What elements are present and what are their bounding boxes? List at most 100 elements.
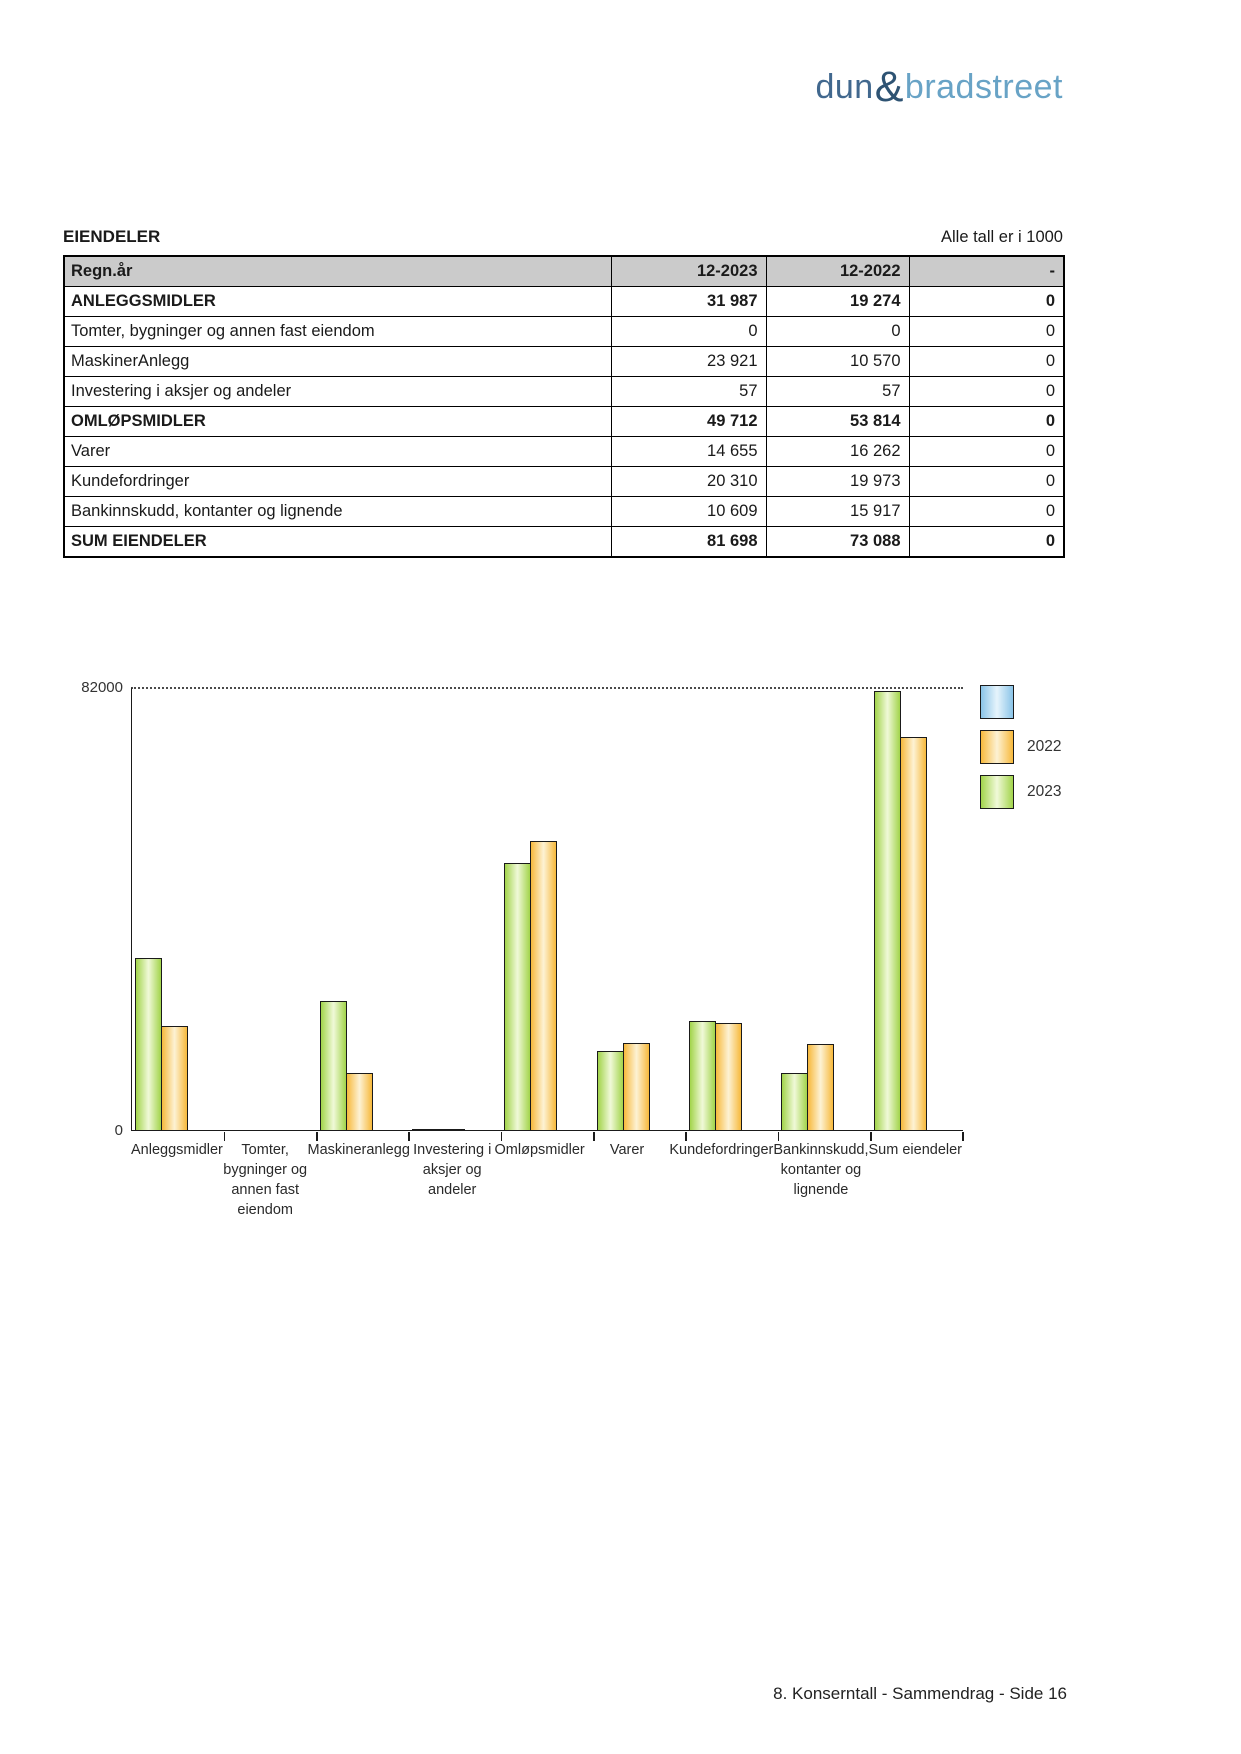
row-value-cell: 73 088 (765, 526, 910, 558)
table-row: Tomter, bygninger og annen fast eiendom 0… (63, 316, 1065, 347)
table-row: Bankinnskudd, kontanter og lignende 10 60… (63, 496, 1065, 527)
row-value-cell: 0 (908, 376, 1065, 407)
row-value-cell: 10 609 (610, 496, 767, 527)
x-axis-tick (223, 1132, 226, 1141)
category-cell-anleggsmidler (132, 689, 226, 1141)
row-value-cell: 0 (908, 316, 1065, 347)
row-value-cell: 0 (908, 526, 1065, 558)
plot-cells (132, 689, 964, 1141)
category-cell-investering-i-aksjer-og-andeler (409, 689, 503, 1141)
assets-table-body: ANLEGGSMIDLER 31 987 19 274 0 Tomter, bygnin… (63, 286, 1065, 558)
units-note: Alle tall er i 1000 (941, 228, 1063, 246)
row-value-cell: 0 (908, 286, 1065, 317)
assets-table: Regn.år 12-2023 12-2022 - ANLEGGSMIDLER 3… (63, 255, 1065, 558)
category-cell-sum-eiendeler (871, 689, 964, 1141)
x-axis-tick (408, 1132, 410, 1141)
table-row: OMLØPSMIDLER 49 712 53 814 0 (63, 406, 1065, 437)
legend-swatch-icon (980, 775, 1014, 809)
bar-2023-investering-i-aksjer-og-andeler (411, 1129, 439, 1130)
x-axis-label-sum-eiendeler: Sum eiendeler (868, 1142, 963, 1158)
row-value-cell: 15 917 (765, 496, 910, 527)
col-header-2023: 12-2023 (610, 255, 767, 287)
row-value-cell: 53 814 (765, 406, 910, 437)
x-axis-label-kundefordringer: Kundefordringer (669, 1142, 774, 1158)
row-value-cell: 0 (908, 406, 1065, 437)
row-value-cell: 81 698 (610, 526, 767, 558)
category-cell-kundefordringer (686, 689, 780, 1141)
x-axis-label-investering-i-aksjer-og-andeler: Investering i aksjer og andeler (413, 1142, 492, 1198)
row-value-cell: 0 (610, 316, 767, 347)
row-value-cell: 0 (908, 466, 1065, 497)
bar-2022-varer (622, 1043, 650, 1130)
row-value-cell: 0 (908, 496, 1065, 527)
x-axis-tick (962, 1132, 964, 1141)
row-value-cell: 10 570 (765, 346, 910, 377)
legend-swatch-icon (980, 685, 1014, 719)
page-title: EIENDELER (63, 227, 161, 246)
plot-area: 82000 0 2022 2023 (81, 679, 1061, 1141)
logo-text-bradstreet: bradstreet (904, 68, 1063, 106)
x-axis-tick (500, 1132, 503, 1141)
bar-2022-investering-i-aksjer-og-andeler (437, 1129, 465, 1130)
bar-2022-anleggsmidler (161, 1026, 188, 1130)
col-header-2022: 12-2022 (765, 255, 910, 287)
table-row: MaskinerAnlegg 23 921 10 570 0 (63, 346, 1065, 377)
row-value-cell: 57 (765, 376, 910, 407)
legend-item-unlabeled (980, 685, 1069, 719)
row-value-cell: 0 (908, 436, 1065, 467)
bar-2023-kundefordringer (688, 1021, 716, 1130)
x-axis-tick (593, 1132, 595, 1141)
assets-section: EIENDELER Alle tall er i 1000 Regn.år 12… (63, 227, 1065, 558)
category-cell-oml-psmidler (501, 689, 595, 1141)
legend-item-2023: 2023 (980, 775, 1069, 809)
category-cell-bankinnskudd-kontanter-og-lignende (778, 689, 872, 1141)
bar-2022-oml-psmidler (530, 841, 558, 1130)
col-header-regnar: Regn.år (63, 255, 612, 287)
bar-2023-varer (596, 1051, 624, 1130)
row-label-cell: Investering i aksjer og andeler (63, 376, 612, 407)
row-label-cell: SUM EIENDELER (63, 526, 612, 558)
x-axis-label-anleggsmidler: Anleggsmidler (131, 1142, 223, 1158)
table-row: Varer 14 655 16 262 0 (63, 436, 1065, 467)
x-axis-tick (316, 1132, 318, 1141)
bar-2023-bankinnskudd-kontanter-og-lignende (781, 1073, 809, 1130)
table-row: ANLEGGSMIDLER 31 987 19 274 0 (63, 286, 1065, 317)
row-label-cell: MaskinerAnlegg (63, 346, 612, 377)
col-header-dash: - (908, 255, 1065, 287)
legend-label: 2023 (1027, 783, 1062, 800)
row-value-cell: 0 (908, 346, 1065, 377)
row-value-cell: 49 712 (610, 406, 767, 437)
x-axis-label-maskineranlegg: Maskineranlegg (307, 1142, 410, 1158)
bar-2022-maskineranlegg (345, 1073, 373, 1130)
section-header: EIENDELER Alle tall er i 1000 (63, 227, 1063, 247)
x-axis-tick (685, 1132, 687, 1141)
table-row: SUM EIENDELER 81 698 73 088 0 (63, 526, 1065, 558)
bar-2022-sum-eiendeler (899, 737, 927, 1130)
legend: 2022 2023 (980, 685, 1069, 820)
x-axis-label-tomter-bygninger-og-annen-fast-eiendom: Tomter, bygninger og annen fast eiendom (223, 1142, 308, 1218)
row-value-cell: 14 655 (610, 436, 767, 467)
row-value-cell: 16 262 (765, 436, 910, 467)
assets-bar-chart: 82000 0 2022 2023 Anleggsmidler Tomter, byg… (0, 610, 1241, 1270)
row-label-cell: Varer (63, 436, 612, 467)
row-value-cell: 0 (765, 316, 910, 347)
dun-bradstreet-logo: dun&bradstreet (815, 64, 1063, 109)
legend-label: 2022 (1027, 738, 1062, 755)
legend-item-2022: 2022 (980, 730, 1069, 764)
row-label-cell: Tomter, bygninger og annen fast eiendom (63, 316, 612, 347)
row-value-cell: 57 (610, 376, 767, 407)
y-axis-zero-label: 0 (114, 1122, 123, 1139)
bar-2022-bankinnskudd-kontanter-og-lignende (807, 1044, 835, 1130)
y-axis-max-label: 82000 (81, 679, 123, 696)
row-value-cell: 20 310 (610, 466, 767, 497)
table-header-row: Regn.år 12-2023 12-2022 - (63, 255, 1065, 287)
x-axis-label-oml-psmidler: Omløpsmidler (494, 1142, 585, 1158)
bar-2023-anleggsmidler (135, 958, 162, 1130)
bar-2022-kundefordringer (714, 1023, 742, 1130)
table-row: Investering i aksjer og andeler 57 57 0 (63, 376, 1065, 407)
bar-2023-oml-psmidler (504, 863, 532, 1130)
row-label-cell: ANLEGGSMIDLER (63, 286, 612, 317)
category-cell-maskineranlegg (317, 689, 410, 1141)
logo-ampersand-icon: & (874, 63, 904, 111)
